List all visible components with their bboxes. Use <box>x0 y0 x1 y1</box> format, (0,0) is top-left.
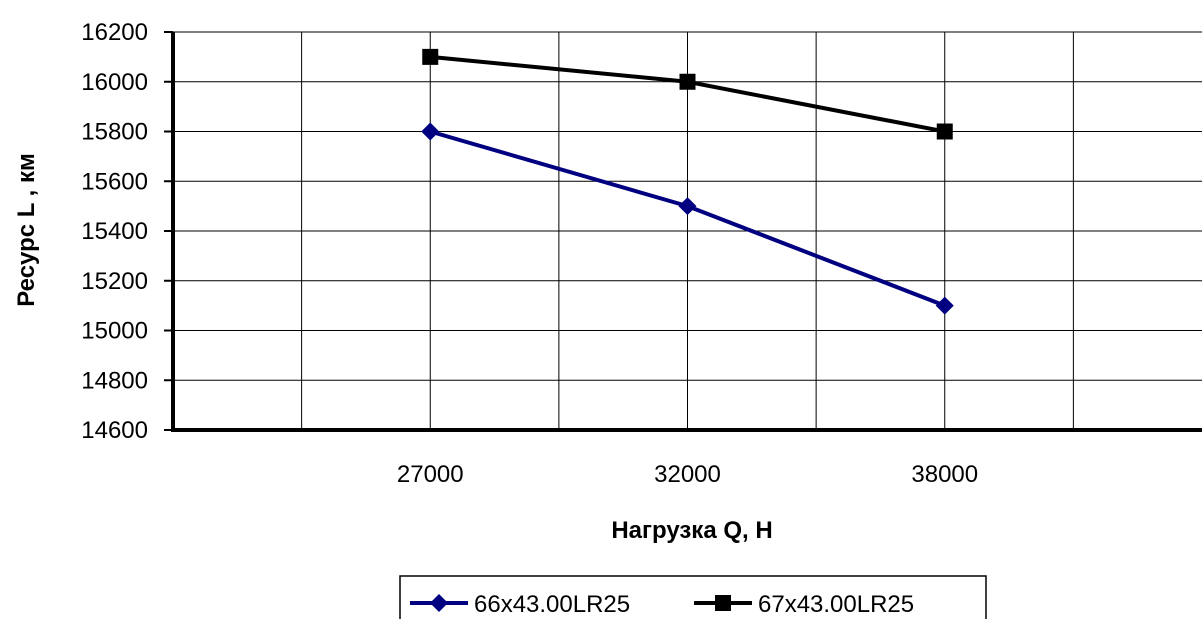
y-tick-label-3: 15200 <box>81 268 148 295</box>
series-0-point-1 <box>679 197 697 215</box>
x-tick-label-2: 38000 <box>911 461 978 488</box>
x-axis-ticks: 27000 32000 38000 <box>397 461 978 488</box>
y-tick-label-5: 15600 <box>81 168 148 195</box>
y-tick-label-6: 15800 <box>81 119 148 146</box>
y-tick-label-0: 14600 <box>81 417 148 444</box>
legend: 66x43.00LR25 67x43.00LR25 <box>400 576 986 619</box>
x-tick-label-1: 32000 <box>654 461 721 488</box>
y-axis-ticks: 14600 14800 15000 15200 15400 15600 15800 16000… <box>81 19 173 444</box>
x-axis-title: Нагрузка Q, Н <box>611 517 772 544</box>
series-1-point-0 <box>422 49 438 65</box>
y-tick-label-7: 16000 <box>81 69 148 96</box>
grid <box>173 32 1202 430</box>
y-tick-label-2: 15000 <box>81 318 148 345</box>
legend-item-1-marker <box>715 595 731 611</box>
y-tick-label-4: 15400 <box>81 218 148 245</box>
y-tick-label-1: 14800 <box>81 367 148 394</box>
series-0-point-2 <box>936 297 954 315</box>
series-1-point-1 <box>680 74 696 90</box>
series-0-point-0 <box>421 123 439 141</box>
x-tick-label-0: 27000 <box>397 461 464 488</box>
y-tick-label-8: 16200 <box>81 19 148 46</box>
legend-item-1-label: 67x43.00LR25 <box>758 591 914 618</box>
legend-item-0-label: 66x43.00LR25 <box>474 591 630 618</box>
y-axis-title: Ресурс L , км <box>13 153 40 307</box>
series-1-point-2 <box>937 124 953 140</box>
